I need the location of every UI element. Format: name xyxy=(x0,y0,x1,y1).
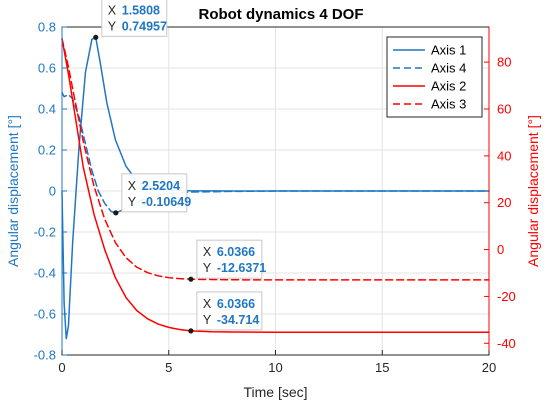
legend: Axis 1 Axis 4 Axis 2 Axis 3 xyxy=(386,36,483,118)
legend-label: Axis 3 xyxy=(431,97,466,112)
datatip-box xyxy=(196,291,263,331)
datatip-x-value: 2.5204 xyxy=(142,179,180,193)
datatip-box xyxy=(101,0,168,37)
y-left-tick-label: 0.8 xyxy=(38,20,56,35)
x-axis-label: Time [sec] xyxy=(243,384,307,400)
datatip-y-label: Y xyxy=(203,261,212,275)
datatip-x-value: 6.0366 xyxy=(217,245,255,259)
y-axis-left-label: Angular displacement [°] xyxy=(5,115,21,267)
y-right-tick-label: 80 xyxy=(497,55,511,70)
datatip-x-label: X xyxy=(128,179,137,193)
datatip-y-value: -34.714 xyxy=(217,313,259,327)
datatip-marker xyxy=(188,328,194,334)
left-axis: -0.8 -0.6 -0.4 -0.2 0 0.2 0.4 0.6 0.8 xyxy=(34,20,67,363)
x-tick-label: 0 xyxy=(58,360,65,375)
y-left-tick-label: -0.2 xyxy=(34,225,56,240)
x-tick-label: 20 xyxy=(482,360,496,375)
datatip-y-label: Y xyxy=(108,19,117,33)
y-left-tick-label: 0.2 xyxy=(38,143,56,158)
datatip-x-label: X xyxy=(108,3,117,17)
datatip-y-value: -12.6371 xyxy=(217,261,266,275)
x-tick-label: 15 xyxy=(375,360,389,375)
y-left-tick-label: 0 xyxy=(49,184,56,199)
bottom-axis: 0 5 10 15 20 xyxy=(58,350,496,375)
datatip-y-value: 0.74957 xyxy=(122,19,167,33)
datatip-marker xyxy=(188,276,194,282)
datatip-y-label: Y xyxy=(128,195,137,209)
y-right-tick-label: -20 xyxy=(497,289,516,304)
y-left-tick-label: 0.6 xyxy=(38,61,56,76)
x-tick-label: 5 xyxy=(165,360,172,375)
right-axis: -40 -20 0 20 40 60 80 xyxy=(484,27,516,355)
datatip-y-label: Y xyxy=(203,313,212,327)
y-right-tick-label: 0 xyxy=(497,242,504,257)
y-axis-right-label: Angular displacement [°] xyxy=(525,115,541,267)
datatip-y-value: -0.10649 xyxy=(142,195,191,209)
legend-label: Axis 1 xyxy=(431,43,466,58)
y-left-tick-label: -0.6 xyxy=(34,307,56,322)
series-line-axis-1 xyxy=(61,36,490,340)
series-line-axis-2 xyxy=(61,37,490,334)
series-layer xyxy=(61,36,490,340)
x-tick-label: 10 xyxy=(268,360,282,375)
y-right-tick-label: 20 xyxy=(497,195,511,210)
chart-title: Robot dynamics 4 DOF xyxy=(198,6,363,23)
datatip-box xyxy=(121,173,188,213)
datatip-x-value: 1.5808 xyxy=(122,3,160,17)
datatip-x-label: X xyxy=(203,245,212,259)
y-left-tick-label: 0.4 xyxy=(38,102,56,117)
datatip-x-value: 6.0366 xyxy=(217,297,255,311)
datatip-x-label: X xyxy=(203,297,212,311)
legend-label: Axis 2 xyxy=(431,79,466,94)
y-right-tick-label: -40 xyxy=(497,336,516,351)
y-right-tick-label: 40 xyxy=(497,148,511,163)
y-right-tick-label: 60 xyxy=(497,102,511,117)
legend-label: Axis 4 xyxy=(431,61,466,76)
y-left-tick-label: -0.8 xyxy=(34,348,56,363)
datatip-marker xyxy=(93,34,99,40)
y-left-tick-label: -0.4 xyxy=(34,266,56,281)
datatip-box xyxy=(196,239,263,279)
datatip-marker xyxy=(113,210,119,216)
series-line-axis-3 xyxy=(61,37,490,281)
